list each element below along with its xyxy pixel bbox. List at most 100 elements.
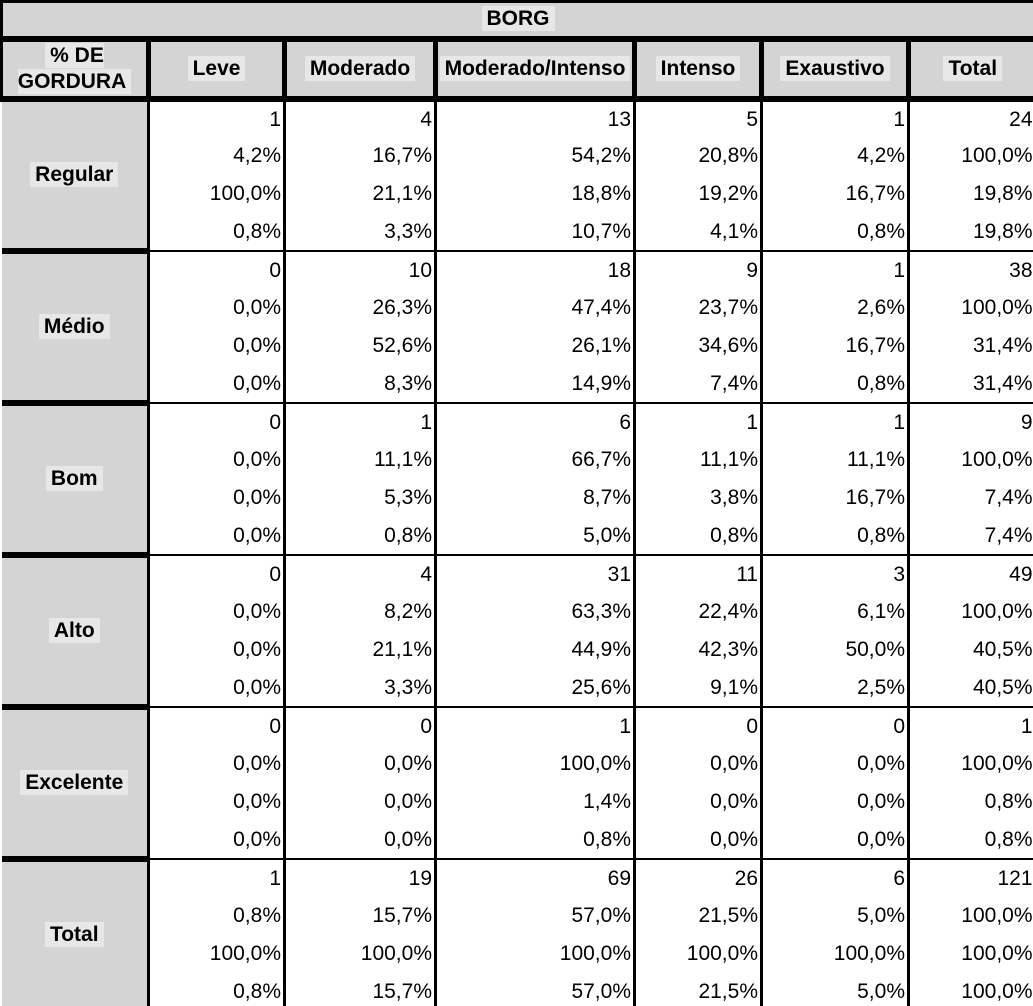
data-cell: 40,5% — [906, 669, 1033, 708]
data-cell: 10,7% — [434, 213, 635, 252]
data-cell: 100,0% — [760, 935, 909, 973]
data-cell: 8,2% — [283, 593, 436, 631]
data-cell: 100,0% — [434, 745, 635, 783]
data-cell: 19,8% — [906, 213, 1033, 252]
column-header-text: Moderado/Intenso — [440, 55, 631, 81]
data-cell: 20,8% — [633, 137, 762, 175]
data-cell: 0,0% — [147, 631, 285, 669]
row-group-label-text: Excelente — [20, 770, 129, 795]
data-cell: 0,0% — [760, 821, 909, 860]
data-cell: 19,2% — [633, 175, 762, 213]
data-cell: 100,0% — [906, 289, 1033, 327]
data-cell: 0,8% — [760, 213, 909, 252]
data-cell: 40,5% — [906, 631, 1033, 669]
table-row: Total 1 19 69 26 6 121 — [1, 859, 1033, 1006]
data-cell: 19,8% — [906, 175, 1033, 213]
column-header-row: % DE GORDURA Leve Moderado Moderado/Inte… — [0, 38, 1033, 102]
data-cell: 2,6% — [760, 289, 909, 327]
row-group-label-0: Regular — [1, 99, 150, 254]
data-cell: 1 — [147, 99, 285, 137]
data-cell: 0,8% — [147, 973, 285, 1006]
data-cell: 100,0% — [906, 897, 1033, 935]
row-group-label-text: Bom — [45, 466, 103, 491]
data-cell: 0 — [633, 707, 762, 745]
data-cell: 100,0% — [906, 137, 1033, 175]
table-row: 0,0% 8,2% 63,3% 22,4% 6,1% 100,0% — [2, 593, 1033, 631]
data-cell: 5,0% — [760, 973, 909, 1006]
data-cell: 6 — [760, 859, 909, 897]
data-cell: 100,0% — [147, 935, 285, 973]
data-cell: 0,0% — [760, 745, 909, 783]
data-cell: 0,8% — [147, 213, 285, 252]
data-cell: 0 — [283, 707, 436, 745]
row-group-label-text: Alto — [48, 618, 100, 643]
table-body: Regular 1 4 13 5 1 24 4,2% 16,7% 54,2% 20,8% 4,2% 10… — [1, 99, 1033, 1006]
data-cell: 21,1% — [283, 631, 436, 669]
data-cell: 0,8% — [760, 365, 909, 404]
data-cell: 16,7% — [283, 137, 436, 175]
data-cell: 3,3% — [283, 213, 436, 252]
data-cell: 57,0% — [434, 973, 635, 1006]
table-row: 0,0% 26,3% 47,4% 23,7% 2,6% 100,0% — [2, 289, 1033, 327]
data-cell: 0 — [760, 707, 909, 745]
data-cell: 1 — [760, 403, 909, 441]
column-header-leve: Leve — [146, 38, 285, 102]
data-cell: 38 — [906, 251, 1033, 289]
table-row: Alto 0 4 31 11 3 49 — [1, 555, 1033, 710]
data-cell: 26,3% — [283, 289, 436, 327]
data-cell: 4 — [283, 555, 436, 593]
data-cell: 4,1% — [633, 213, 762, 252]
table-row: Excelente 0 0 1 0 0 1 — [1, 707, 1033, 862]
table-row: Regular 1 4 13 5 1 24 — [1, 99, 1033, 254]
row-header-label: % DE GORDURA — [0, 38, 149, 102]
data-cell: 6,1% — [760, 593, 909, 631]
data-cell: 26,1% — [434, 327, 635, 365]
row-group-label-text: Médio — [38, 314, 110, 339]
column-header-text: Total — [943, 55, 1003, 81]
data-cell: 0,8% — [906, 783, 1033, 821]
data-cell: 0,0% — [283, 821, 436, 860]
row-group-label-5: Total — [1, 859, 150, 1006]
data-cell: 100,0% — [633, 935, 762, 973]
data-cell: 100,0% — [906, 593, 1033, 631]
table-row: 0,0% 8,3% 14,9% 7,4% 0,8% 31,4% — [2, 365, 1033, 404]
data-cell: 100,0% — [906, 935, 1033, 973]
table-title: BORG — [0, 0, 1033, 42]
data-cell: 19 — [283, 859, 436, 897]
table-row: 0,0% 5,3% 8,7% 3,8% 16,7% 7,4% — [2, 479, 1033, 517]
data-cell: 100,0% — [283, 935, 436, 973]
data-cell: 3 — [760, 555, 909, 593]
data-cell: 15,7% — [283, 973, 436, 1006]
data-cell: 3,3% — [283, 669, 436, 708]
table-row: 0,0% 21,1% 44,9% 42,3% 50,0% 40,5% — [2, 631, 1033, 669]
data-cell: 7,4% — [633, 365, 762, 404]
data-cell: 16,7% — [760, 327, 909, 365]
data-cell: 0,0% — [147, 327, 285, 365]
data-cell: 0,0% — [147, 669, 285, 708]
table-row: 0,0% 11,1% 66,7% 11,1% 11,1% 100,0% — [2, 441, 1033, 479]
data-cell: 4,2% — [760, 137, 909, 175]
row-group-label-3: Alto — [1, 555, 150, 710]
data-cell: 15,7% — [283, 897, 436, 935]
data-cell: 1 — [906, 707, 1033, 745]
data-cell: 11 — [633, 555, 762, 593]
data-cell: 9 — [906, 403, 1033, 441]
data-cell: 31,4% — [906, 327, 1033, 365]
data-cell: 18,8% — [434, 175, 635, 213]
column-header-moderado-intenso: Moderado/Intenso — [433, 38, 635, 102]
table-title-text: BORG — [481, 6, 555, 32]
data-cell: 100,0% — [434, 935, 635, 973]
data-cell: 5,0% — [434, 517, 635, 556]
data-cell: 21,1% — [283, 175, 436, 213]
data-cell: 5,3% — [283, 479, 436, 517]
data-cell: 24 — [906, 99, 1033, 137]
data-cell: 44,9% — [434, 631, 635, 669]
data-cell: 0,0% — [633, 783, 762, 821]
data-cell: 0,0% — [147, 479, 285, 517]
data-cell: 31,4% — [906, 365, 1033, 404]
data-cell: 0,0% — [147, 783, 285, 821]
data-cell: 10 — [283, 251, 436, 289]
table-row: 0,8% 3,3% 10,7% 4,1% 0,8% 19,8% — [2, 213, 1033, 252]
data-cell: 0,0% — [633, 821, 762, 860]
